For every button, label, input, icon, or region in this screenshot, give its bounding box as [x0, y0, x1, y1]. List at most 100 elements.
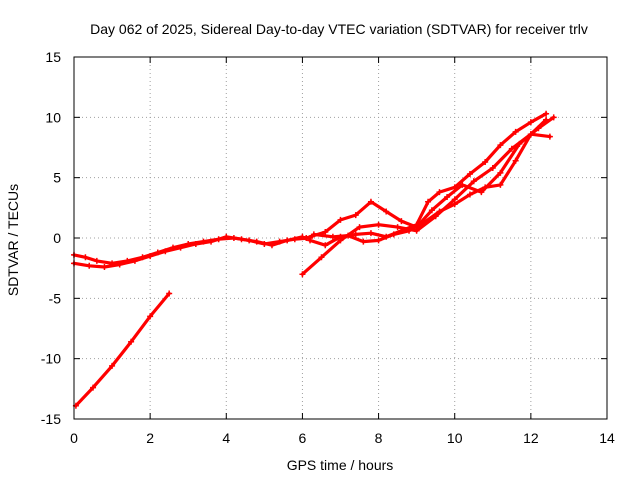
- x-tick-label: 14: [599, 430, 615, 446]
- y-tick-label: 0: [53, 230, 61, 246]
- data-point: [93, 257, 100, 264]
- data-point: [322, 242, 329, 249]
- data-point: [398, 218, 405, 225]
- data-point: [375, 237, 382, 244]
- data-point: [436, 208, 443, 215]
- data-point: [337, 233, 344, 240]
- series-line: [304, 115, 556, 240]
- series-satellite-arc-2: [71, 233, 306, 270]
- data-point: [444, 193, 451, 200]
- x-axis-title: GPS time / hours: [287, 457, 394, 473]
- data-point: [367, 230, 374, 237]
- data-point: [101, 263, 108, 270]
- data-point: [352, 231, 359, 238]
- data-point: [166, 290, 173, 297]
- series-satellite-arc-1: [71, 235, 314, 267]
- data-point: [329, 233, 336, 240]
- y-tick-label: 10: [45, 109, 61, 125]
- data-point: [470, 178, 477, 185]
- series-satellite-arc-6: [310, 116, 550, 245]
- data-point: [337, 216, 344, 223]
- data-point: [436, 189, 443, 196]
- data-point: [375, 221, 382, 228]
- data-point: [116, 261, 123, 268]
- y-axis-title: SDTVAR / TECUs: [5, 184, 21, 296]
- data-point: [268, 242, 275, 249]
- data-point: [82, 254, 89, 261]
- series-line: [72, 236, 312, 265]
- series-line: [74, 291, 171, 408]
- data-point: [466, 171, 473, 178]
- data-point: [459, 181, 466, 188]
- data-point: [550, 114, 557, 121]
- data-point: [451, 184, 458, 191]
- data-point: [527, 131, 534, 138]
- data-point: [482, 158, 489, 165]
- data-point: [177, 244, 184, 251]
- series-line: [308, 112, 548, 247]
- data-point: [192, 241, 199, 248]
- data-point: [421, 219, 428, 226]
- data-point: [543, 116, 550, 123]
- x-tick-label: 12: [523, 430, 539, 446]
- data-point: [303, 235, 310, 241]
- series-line: [72, 235, 304, 269]
- data-point: [299, 271, 306, 278]
- y-tick-label: -15: [41, 411, 61, 427]
- data-point: [394, 224, 401, 231]
- y-tick-label: -10: [41, 351, 61, 367]
- series-satellite-arc-4: [299, 131, 553, 278]
- x-tick-label: 6: [299, 430, 307, 446]
- data-point: [299, 233, 306, 240]
- data-point: [162, 248, 169, 255]
- data-point: [322, 228, 329, 235]
- data-point: [497, 169, 504, 176]
- data-point: [147, 313, 154, 320]
- data-point: [508, 145, 515, 152]
- data-point: [131, 257, 138, 264]
- data-point: [497, 142, 504, 149]
- data-point: [310, 231, 317, 238]
- data-point: [360, 238, 367, 245]
- data-point: [86, 262, 93, 269]
- chart-title: Day 062 of 2025, Sidereal Day-to-day VTE…: [90, 21, 588, 37]
- data-point: [482, 184, 489, 191]
- x-tick-label: 10: [447, 430, 463, 446]
- data-point: [383, 233, 390, 240]
- data-point: [428, 207, 435, 214]
- data-point: [147, 253, 154, 260]
- data-point: [489, 165, 496, 172]
- plot-frame: [73, 56, 608, 420]
- x-tick-label: 8: [375, 430, 383, 446]
- data-point: [90, 384, 97, 391]
- data-point: [466, 191, 473, 198]
- data-point: [425, 198, 432, 205]
- data-point: [546, 133, 553, 140]
- data-point: [497, 181, 504, 188]
- data-point: [516, 140, 523, 147]
- data-point: [128, 338, 135, 345]
- data-point: [527, 119, 534, 126]
- data-point: [318, 254, 325, 261]
- data-point: [398, 227, 405, 234]
- data-point: [512, 128, 519, 135]
- series-satellite-arc-3: [72, 290, 173, 409]
- data-point: [413, 221, 420, 228]
- data-point: [352, 212, 359, 219]
- axis-ticks: 0 2 4 6 8 10 12 14 15 10 5 0 -5 -10 -15: [41, 49, 615, 446]
- series-line: [312, 118, 548, 244]
- data-point: [383, 208, 390, 215]
- x-tick-label: 0: [70, 430, 78, 446]
- data-point: [356, 224, 363, 231]
- y-tick-label: 5: [53, 170, 61, 186]
- data-point: [512, 157, 519, 164]
- data-point: [208, 238, 215, 245]
- data-point: [451, 201, 458, 208]
- x-tick-label: 2: [146, 430, 154, 446]
- data-point: [307, 237, 314, 244]
- series-layer: [71, 110, 557, 409]
- series-line: [300, 132, 552, 276]
- y-tick-label: -5: [49, 290, 62, 306]
- data-point: [238, 236, 245, 243]
